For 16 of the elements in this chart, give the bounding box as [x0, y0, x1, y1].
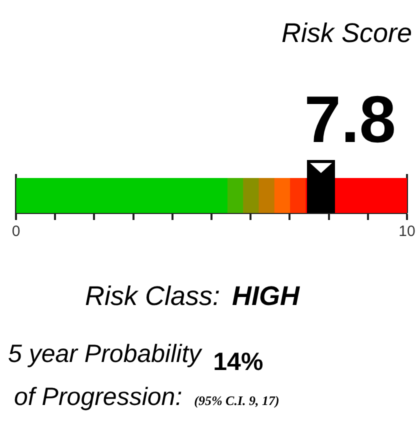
bar: [258, 178, 274, 213]
ref-line-label: 7.8: [304, 82, 396, 156]
text: 14%: [213, 348, 264, 376]
text: Risk Class:: [85, 281, 220, 311]
bar: [16, 178, 228, 213]
bar: [242, 178, 259, 213]
text: HIGH: [232, 281, 300, 311]
bar: [289, 178, 306, 213]
text: 5 year Probability: [8, 340, 203, 368]
chart-title: Risk Score: [281, 18, 412, 48]
x-tick-label: 0: [12, 223, 20, 240]
x-tick-label: 10: [398, 223, 416, 240]
bar: [226, 178, 244, 213]
text: (95% C.I. 9, 17): [194, 393, 280, 408]
text: of Progression:: [14, 383, 182, 411]
bar: [274, 178, 290, 213]
